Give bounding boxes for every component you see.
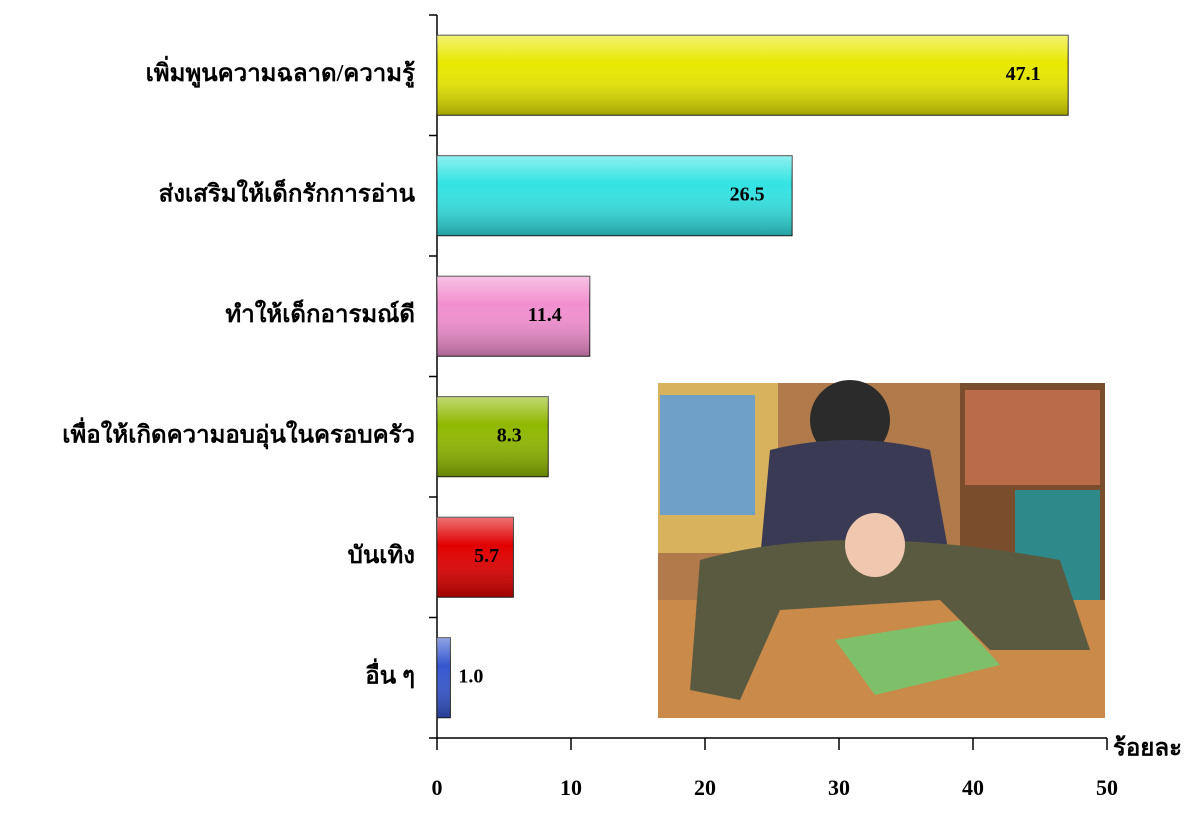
bar-shade [437, 35, 1069, 116]
bar-shade [437, 637, 451, 718]
y-tick-label: ทำให้เด็กอารมณ์ดี [225, 299, 415, 328]
value-label: 8.3 [497, 424, 522, 446]
y-tick-label: เพื่อให้เกิดความอบอุ่นในครอบครัว [62, 416, 415, 450]
bar-shade [437, 396, 549, 477]
value-label: 1.0 [458, 665, 483, 687]
x-tick-label: 30 [828, 775, 850, 800]
x-axis-label: ร้อยละ [1113, 735, 1182, 762]
value-label: 47.1 [1006, 63, 1041, 85]
x-tick-label: 40 [962, 775, 984, 800]
bar-shade [437, 155, 793, 236]
bar-shade [437, 517, 514, 598]
x-tick-label: 0 [432, 775, 443, 800]
y-tick-label: บันเทิง [348, 543, 415, 569]
value-label: 5.7 [474, 545, 499, 567]
y-tick-label: อื่น ๆ [365, 657, 415, 689]
y-tick-label: เพิ่มพูนความฉลาด/ความรู้ [146, 55, 416, 88]
value-label: 11.4 [528, 304, 562, 326]
value-label: 26.5 [730, 183, 765, 205]
x-tick-label: 50 [1096, 775, 1118, 800]
photo [658, 380, 1105, 718]
x-tick-label: 10 [560, 775, 582, 800]
y-tick-label: ส่งเสริมให้เด็กรักการอ่าน [159, 178, 416, 207]
x-tick-label: 20 [694, 775, 716, 800]
bar-shade [437, 276, 590, 357]
